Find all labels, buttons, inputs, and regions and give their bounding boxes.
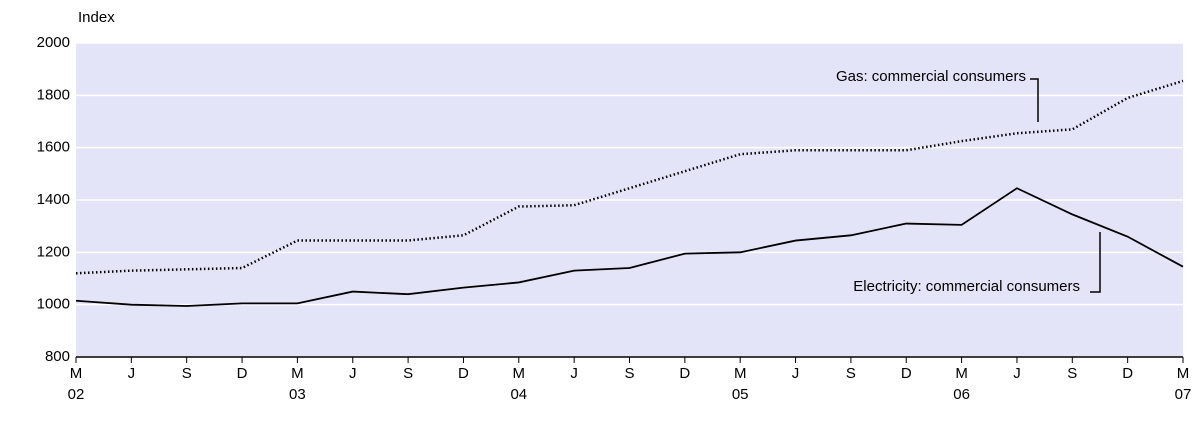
x-tick-label: S — [403, 365, 413, 382]
x-year-label: 02 — [68, 386, 85, 403]
x-tick-label: D — [237, 365, 248, 382]
y-tick-label: 1400 — [37, 191, 70, 208]
leader-line — [1030, 78, 1039, 122]
leader-line — [1090, 232, 1101, 293]
x-tick-label: J — [570, 365, 578, 382]
x-tick-label: M — [70, 365, 83, 382]
x-tick-label: D — [901, 365, 912, 382]
x-tick-label: M — [734, 365, 747, 382]
gas-annotation: Gas: commercial consumers — [836, 68, 1026, 85]
x-tick-label: D — [458, 365, 469, 382]
x-tick-label: J — [128, 365, 136, 382]
x-year-label: 03 — [289, 386, 306, 403]
x-year-label: 04 — [510, 386, 527, 403]
x-year-label: 06 — [953, 386, 970, 403]
x-tick-label: M — [1177, 365, 1190, 382]
y-tick-label: 1000 — [37, 296, 70, 313]
series-line — [75, 79, 1184, 275]
y-axis-label: Index — [78, 9, 115, 26]
x-tick-label: M — [955, 365, 968, 382]
y-tick-label: 2000 — [37, 34, 70, 51]
x-tick-label: J — [792, 365, 800, 382]
y-tick-label: 800 — [45, 348, 70, 365]
x-tick-label: S — [182, 365, 192, 382]
series-line — [75, 187, 1184, 307]
x-tick-label: M — [513, 365, 526, 382]
x-tick-label: S — [1067, 365, 1077, 382]
y-tick-label: 1800 — [37, 86, 70, 103]
x-tick-label: D — [1122, 365, 1133, 382]
y-tick-label: 1200 — [37, 243, 70, 260]
x-year-label: 07 — [1175, 386, 1192, 403]
electricity-annotation: Electricity: commercial consumers — [853, 278, 1080, 295]
x-tick-label: J — [1013, 365, 1021, 382]
y-tick-label: 1600 — [37, 139, 70, 156]
x-year-label: 05 — [732, 386, 749, 403]
x-tick-label: S — [846, 365, 856, 382]
x-tick-label: S — [624, 365, 634, 382]
x-tick-label: M — [291, 365, 304, 382]
x-tick-label: D — [679, 365, 690, 382]
x-tick-label: J — [349, 365, 357, 382]
